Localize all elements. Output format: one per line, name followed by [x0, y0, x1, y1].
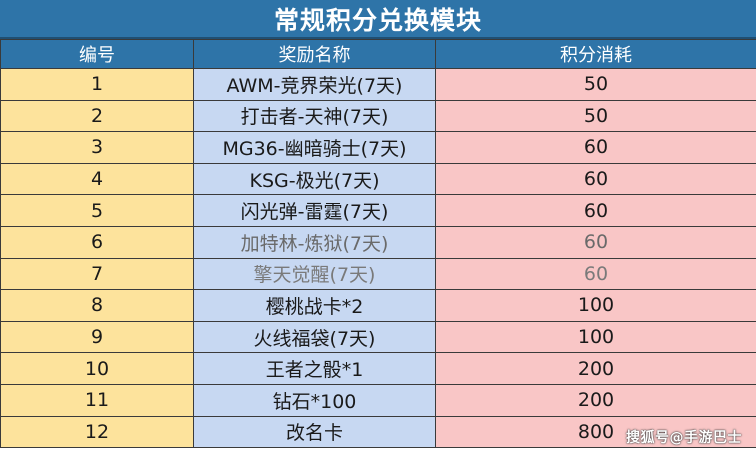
cell-cost: 100: [435, 320, 756, 354]
cell-cost: 200: [435, 352, 756, 385]
cell-id: 3: [0, 131, 194, 164]
table-row: 1 AWM-竞界荣光(7天) 50: [0, 68, 756, 101]
cell-cost: 50: [435, 68, 756, 101]
table-row: 10 王者之骰*1 200: [0, 352, 756, 385]
table-row: 8 樱桃战卡*2 100: [0, 289, 756, 322]
cell-cost: 800: [435, 415, 756, 449]
cell-cost: 60: [435, 131, 756, 164]
cell-id: 5: [0, 194, 194, 227]
cell-reward-name: 擎天觉醒(7天): [193, 257, 436, 291]
cell-reward-name: 樱桃战卡*2: [193, 289, 436, 322]
cell-cost: 60: [435, 162, 756, 196]
cell-reward-name: 改名卡: [193, 415, 436, 449]
column-header-id: 编号: [0, 39, 194, 69]
cell-id: 11: [0, 383, 194, 417]
cell-cost: 60: [435, 257, 756, 291]
table-row: 3 MG36-幽暗骑士(7天) 60: [0, 131, 756, 164]
cell-id: 7: [0, 257, 194, 291]
cell-reward-name: AWM-竞界荣光(7天): [193, 68, 436, 101]
table-row: 12 改名卡 800: [0, 415, 756, 449]
title-bar: 常规积分兑换模块: [0, 0, 756, 39]
table-row: 4 KSG-极光(7天) 60: [0, 162, 756, 196]
table-row: 2 打击者-天神(7天) 50: [0, 99, 756, 133]
table-header-row: 编号 奖励名称 积分消耗: [0, 39, 756, 69]
watermark: 搜狐号@手游巴士: [626, 430, 742, 446]
cell-id: 2: [0, 99, 194, 133]
table-row: 5 闪光弹-雷霆(7天) 60: [0, 194, 756, 227]
cell-reward-name: MG36-幽暗骑士(7天): [193, 131, 436, 164]
cell-cost: 100: [435, 289, 756, 322]
cell-reward-name: 王者之骰*1: [193, 352, 436, 385]
cell-reward-name: 钻石*100: [193, 383, 436, 417]
cell-reward-name: 打击者-天神(7天): [193, 99, 436, 133]
table-row: 6 加特林-炼狱(7天) 60: [0, 225, 756, 259]
cell-id: 9: [0, 320, 194, 354]
exchange-table: 编号 奖励名称 积分消耗 1 AWM-竞界荣光(7天) 50 2 打击者-天神(…: [0, 39, 756, 449]
table-row: 11 钻石*100 200: [0, 383, 756, 417]
table-row: 9 火线福袋(7天) 100: [0, 320, 756, 354]
cell-cost: 60: [435, 225, 756, 259]
cell-cost: 50: [435, 99, 756, 133]
cell-id: 6: [0, 225, 194, 259]
column-header-name: 奖励名称: [193, 39, 436, 69]
cell-reward-name: 闪光弹-雷霆(7天): [193, 194, 436, 227]
cell-cost: 200: [435, 383, 756, 417]
cell-cost: 60: [435, 194, 756, 227]
cell-id: 12: [0, 415, 194, 449]
table-row: 7 擎天觉醒(7天) 60: [0, 257, 756, 291]
cell-id: 1: [0, 68, 194, 101]
cell-reward-name: 火线福袋(7天): [193, 320, 436, 354]
cell-id: 8: [0, 289, 194, 322]
cell-id: 10: [0, 352, 194, 385]
page-title: 常规积分兑换模块: [273, 5, 482, 35]
cell-reward-name: 加特林-炼狱(7天): [193, 225, 436, 259]
column-header-cost: 积分消耗: [435, 39, 756, 69]
cell-id: 4: [0, 162, 194, 196]
cell-reward-name: KSG-极光(7天): [193, 162, 436, 196]
